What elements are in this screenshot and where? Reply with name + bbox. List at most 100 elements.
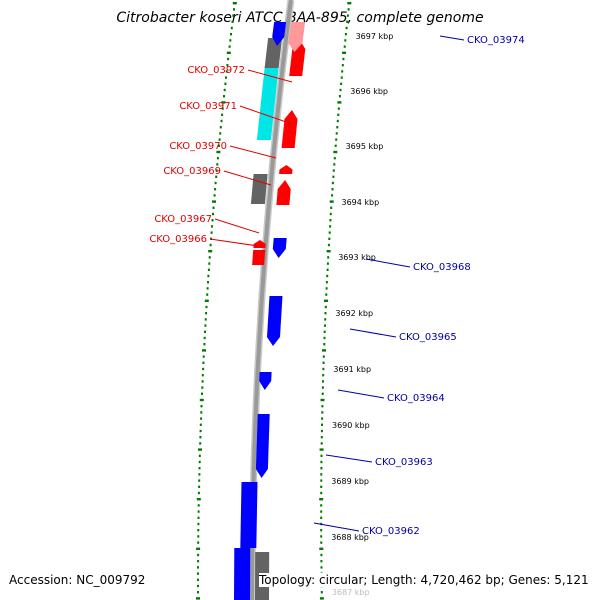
outer-tick-dot	[325, 281, 328, 284]
gene-leader-line	[337, 389, 385, 399]
gene-label: CKO_03971	[179, 101, 237, 112]
outer-tick-dot	[329, 200, 334, 203]
outer-tick-dot	[328, 237, 331, 240]
inner-tick-dot	[201, 374, 204, 377]
outer-tick-dot	[339, 88, 342, 92]
inner-tick-dot	[226, 51, 231, 54]
inner-tick-dot	[224, 82, 227, 85]
inner-tick-dot	[197, 522, 200, 526]
inner-tick-dot	[221, 107, 224, 110]
inner-tick-dot	[229, 39, 232, 42]
topology-label: Topology: circular; Length: 4,720,462 bp…	[259, 573, 589, 587]
outer-tick-dot	[327, 256, 330, 259]
gene-label: CKO_03968	[413, 262, 471, 273]
outer-tick-dot	[320, 560, 323, 563]
kbp-tick-label: 3687 kbp	[332, 588, 370, 597]
outer-tick-dot	[320, 398, 325, 402]
inner-tick-dot	[223, 95, 225, 98]
outer-tick-dot	[344, 39, 347, 42]
outer-tick-dot	[324, 318, 327, 321]
inner-tick-dot	[211, 219, 214, 222]
outer-tick-dot	[322, 355, 325, 358]
inner-tick-dot	[212, 200, 216, 203]
inner-tick-dot	[199, 429, 202, 433]
forward-cds-feature	[252, 250, 266, 265]
gene-leader-line	[223, 170, 272, 186]
inner-tick-dot	[201, 386, 204, 389]
outer-tick-dot	[321, 392, 324, 395]
reverse-cds-feature	[272, 238, 287, 258]
gene-leader-line	[239, 105, 293, 125]
inner-tick-dot	[197, 566, 199, 569]
forward-cds-feature	[276, 180, 291, 205]
gene-leader-line	[229, 145, 277, 159]
reverse-cds-feature	[267, 296, 283, 346]
outer-tick-dot	[321, 405, 324, 408]
inner-tick-dot	[225, 76, 227, 79]
gene-label: CKO_03963	[375, 457, 433, 468]
outer-tick-dot	[322, 361, 325, 364]
outer-tick-dot	[323, 336, 326, 340]
inner-tick-dot	[199, 442, 202, 445]
outer-tick-dot	[347, 2, 352, 5]
reverse-cds-feature	[234, 548, 251, 600]
reverse-cds-feature	[288, 22, 306, 52]
outer-tick-dot	[321, 423, 323, 426]
outer-tick-dot	[320, 454, 323, 457]
outer-tick-dot	[319, 547, 324, 550]
outer-tick-dot	[320, 485, 323, 488]
inner-tick-dot	[197, 516, 200, 519]
inner-tick-dot	[233, 8, 235, 11]
inner-tick-dot	[211, 225, 213, 228]
inner-tick-dot	[208, 250, 213, 253]
inner-tick-dot	[197, 553, 200, 557]
other-feature	[250, 174, 268, 204]
outer-tick-dot	[320, 553, 323, 557]
outer-tick-dot	[320, 442, 323, 445]
outer-tick-dot	[326, 262, 329, 265]
outer-tick-dot	[320, 473, 323, 476]
outer-tick-dot	[324, 312, 327, 315]
inner-tick-dot	[223, 88, 226, 92]
kbp-tick-label: 3691 kbp	[333, 365, 371, 374]
inner-tick-dot	[215, 169, 218, 172]
outer-tick-dot	[333, 150, 338, 154]
inner-tick-dot	[208, 262, 211, 265]
inner-tick-dot	[197, 535, 200, 538]
inner-tick-dot	[197, 510, 200, 513]
outer-tick-dot	[343, 45, 346, 48]
outer-tick-dot	[338, 95, 341, 98]
gene-label: CKO_03966	[149, 234, 207, 245]
inner-tick-dot	[197, 491, 200, 495]
inner-tick-dot	[205, 305, 208, 309]
outer-tick-dot	[331, 181, 334, 185]
inner-tick-dot	[221, 101, 226, 104]
inner-tick-dot	[203, 336, 206, 340]
outer-tick-dot	[323, 343, 326, 346]
forward-cds-feature	[281, 110, 298, 148]
reverse-cds-feature	[255, 414, 270, 478]
inner-tick-dot	[213, 194, 216, 197]
inner-tick-dot	[225, 70, 228, 73]
inner-tick-dot	[210, 231, 213, 234]
gene-leader-line	[247, 69, 293, 83]
outer-tick-dot	[340, 76, 343, 79]
kbp-tick-label: 3693 kbp	[338, 253, 376, 262]
inner-tick-dot	[202, 355, 205, 358]
reverse-cds-feature	[259, 372, 272, 390]
inner-tick-dot	[219, 126, 222, 129]
gene-leader-line	[439, 35, 465, 41]
inner-tick-dot	[198, 479, 201, 482]
outer-tick-dot	[341, 64, 344, 67]
inner-tick-dot	[198, 485, 201, 488]
outer-tick-dot	[333, 163, 336, 166]
outer-tick-dot	[346, 20, 349, 23]
inner-tick-dot	[232, 2, 237, 5]
inner-tick-dot	[202, 361, 205, 364]
gene-label: CKO_03974	[467, 35, 525, 46]
outer-tick-dot	[326, 268, 329, 271]
inner-tick-dot	[215, 175, 218, 178]
kbp-tick-label: 3692 kbp	[335, 309, 373, 318]
inner-tick-dot	[216, 157, 219, 160]
inner-tick-dot	[216, 150, 221, 154]
